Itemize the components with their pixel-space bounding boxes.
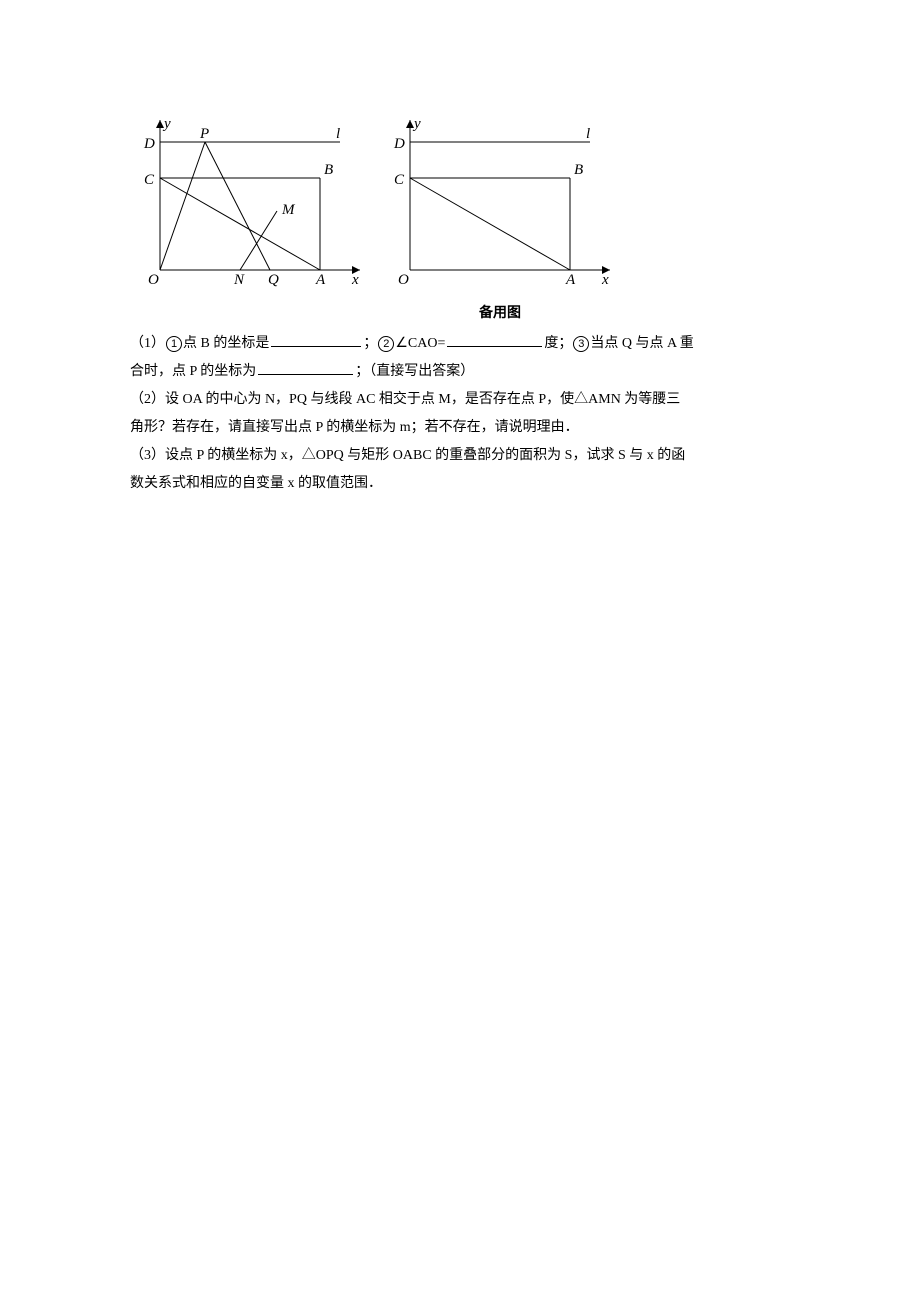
- line-1: （1）1点 B 的坐标是 ；2∠CAO= 度；3当点 Q 与点 A 重: [130, 330, 802, 358]
- diagram-right: y x O D C B A l: [380, 110, 620, 300]
- label-O: O: [148, 272, 159, 288]
- label-l: l: [336, 126, 340, 142]
- label-O-r: O: [398, 272, 409, 288]
- label-x-r: x: [601, 272, 609, 288]
- label-M: M: [281, 202, 296, 218]
- label-y: y: [162, 116, 171, 132]
- label-y-r: y: [412, 116, 421, 132]
- label-C-r: C: [394, 172, 405, 188]
- circled-3: 3: [573, 336, 589, 352]
- label-Q: Q: [268, 272, 279, 288]
- q1-sep1: ；: [363, 336, 377, 351]
- blank-3: [258, 361, 353, 375]
- label-D-r: D: [393, 136, 405, 152]
- q1-prefix: （1）: [130, 336, 165, 351]
- blank-2: [447, 333, 542, 347]
- q1-sep2: 度；: [544, 336, 572, 351]
- q1-tail: ；（直接写出答案）: [355, 364, 474, 379]
- diagram-left: y x O D C B A P M N Q l: [130, 110, 370, 300]
- circled-1: 1: [166, 336, 182, 352]
- label-A-r: A: [565, 272, 576, 288]
- label-x: x: [351, 272, 359, 288]
- figures-row: y x O D C B A P M N Q l: [130, 110, 802, 322]
- line-6: 数关系式和相应的自变量 x 的取值范围．: [130, 470, 802, 498]
- line-5: （3）设点 P 的横坐标为 x，△OPQ 与矩形 OABC 的重叠部分的面积为 …: [130, 442, 802, 470]
- blank-1: [271, 333, 361, 347]
- label-A: A: [315, 272, 326, 288]
- circled-2: 2: [378, 336, 394, 352]
- label-B: B: [324, 162, 333, 178]
- figure-left: y x O D C B A P M N Q l: [130, 110, 370, 322]
- label-C: C: [144, 172, 155, 188]
- label-D: D: [143, 136, 155, 152]
- figure-right: y x O D C B A l 备用图: [380, 110, 620, 322]
- line-3: （2）设 OA 的中心为 N，PQ 与线段 AC 相交于点 M，是否存在点 P，…: [130, 386, 802, 414]
- q1-part3: 当点 Q 与点 A 重: [590, 336, 693, 351]
- label-B-r: B: [574, 162, 583, 178]
- label-N: N: [233, 272, 245, 288]
- line-4: 角形？若存在，请直接写出点 P 的横坐标为 m；若不存在，请说明理由．: [130, 414, 802, 442]
- line-2: 合时，点 P 的坐标为 ；（直接写出答案）: [130, 358, 802, 386]
- figure-right-caption: 备用图: [479, 302, 521, 322]
- q1-part1: 点 B 的坐标是: [183, 336, 269, 351]
- label-P: P: [199, 126, 209, 142]
- q1-cont: 合时，点 P 的坐标为: [130, 364, 256, 379]
- label-l-r: l: [586, 126, 590, 142]
- q1-part2: ∠CAO=: [395, 336, 445, 351]
- problem-text: （1）1点 B 的坐标是 ；2∠CAO= 度；3当点 Q 与点 A 重 合时，点 P…: [130, 330, 802, 498]
